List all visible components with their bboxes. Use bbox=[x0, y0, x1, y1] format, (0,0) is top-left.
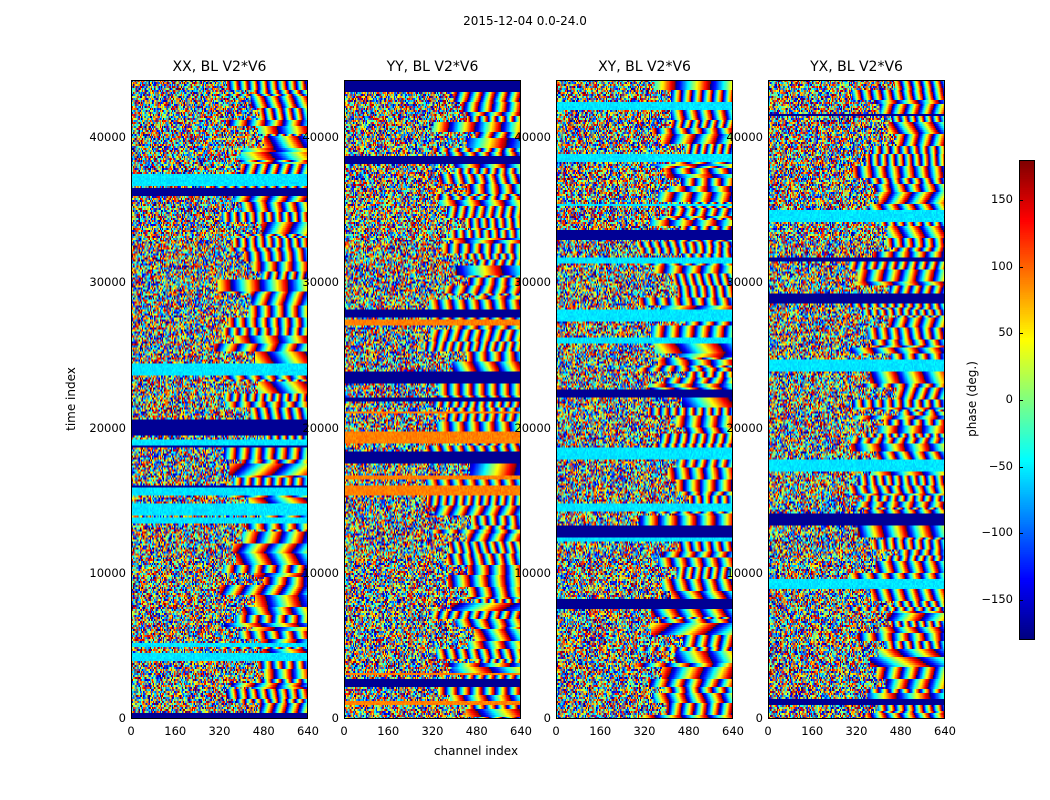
y-tick-label: 30000 bbox=[89, 275, 126, 290]
x-tick-label: 160 bbox=[589, 724, 612, 738]
x-tick-label: 640 bbox=[510, 724, 532, 738]
colorbar-tick-label: 50 bbox=[998, 325, 1013, 340]
colorbar-gradient bbox=[1019, 160, 1035, 640]
y-tick-label: 10000 bbox=[302, 565, 339, 580]
x-tick-label: 320 bbox=[633, 724, 656, 738]
y-tick-label: 40000 bbox=[726, 130, 763, 145]
colorbar-tick-label: −100 bbox=[981, 525, 1013, 540]
colorbar-tick-mark bbox=[1019, 466, 1023, 468]
y-tick-label: 20000 bbox=[514, 420, 551, 435]
y-tick-label: 20000 bbox=[302, 420, 339, 435]
panel-title-yx: YX, BL V2*V6 bbox=[810, 59, 903, 75]
colorbar-tick-mark bbox=[1019, 200, 1023, 201]
x-axis-label: channel index bbox=[433, 744, 519, 758]
y-tick-label: 0 bbox=[331, 711, 339, 725]
y-tick-label: 30000 bbox=[726, 275, 763, 290]
colorbar-tick-mark bbox=[1019, 266, 1023, 268]
x-tick-label: 640 bbox=[722, 724, 744, 738]
x-tick-label: 480 bbox=[465, 724, 488, 738]
y-tick-label: 0 bbox=[755, 711, 763, 725]
x-tick-label: 0 bbox=[127, 724, 135, 738]
heatmap-yx bbox=[768, 80, 945, 719]
x-tick-label: 0 bbox=[552, 724, 560, 738]
colorbar-tick-mark bbox=[1019, 600, 1023, 601]
colorbar-tick-label: 150 bbox=[991, 192, 1013, 206]
colorbar-tick-mark bbox=[1019, 333, 1023, 335]
y-tick-label: 40000 bbox=[302, 130, 339, 145]
colorbar-tick-label: 100 bbox=[991, 258, 1013, 273]
heatmap-yy bbox=[344, 80, 521, 719]
heatmap-xx bbox=[131, 80, 308, 719]
panel-title-xx: XX, BL V2*V6 bbox=[172, 59, 267, 75]
colorbar-tick-label: −50 bbox=[988, 458, 1013, 473]
x-tick-label: 480 bbox=[677, 724, 700, 738]
colorbar-tick-mark bbox=[1019, 400, 1023, 401]
x-tick-label: 0 bbox=[764, 724, 772, 738]
x-tick-label: 480 bbox=[889, 724, 912, 738]
x-tick-label: 640 bbox=[297, 724, 319, 738]
panel-title-xy: XY, BL V2*V6 bbox=[598, 59, 691, 75]
x-tick-label: 640 bbox=[934, 724, 956, 738]
x-tick-label: 320 bbox=[845, 724, 868, 738]
x-tick-label: 160 bbox=[801, 724, 824, 738]
y-tick-label: 0 bbox=[118, 711, 126, 725]
y-tick-label: 30000 bbox=[302, 275, 339, 290]
y-tick-label: 10000 bbox=[726, 565, 763, 580]
y-tick-label: 40000 bbox=[89, 130, 126, 145]
colorbar-label: phase (deg.) bbox=[965, 361, 979, 437]
x-tick-label: 320 bbox=[421, 724, 444, 738]
y-tick-label: 20000 bbox=[89, 420, 126, 435]
colorbar-tick-label: −150 bbox=[981, 592, 1013, 606]
x-tick-label: 0 bbox=[340, 724, 348, 738]
y-tick-label: 40000 bbox=[514, 130, 551, 145]
y-tick-label: 10000 bbox=[89, 565, 126, 580]
y-tick-label: 30000 bbox=[514, 275, 551, 290]
x-tick-label: 160 bbox=[377, 724, 400, 738]
panel-title-yy: YY, BL V2*V6 bbox=[386, 59, 479, 75]
y-tick-label: 0 bbox=[543, 711, 551, 725]
heatmap-xy bbox=[556, 80, 733, 719]
y-axis-label: time index bbox=[64, 367, 78, 431]
colorbar-tick-mark bbox=[1019, 533, 1023, 535]
x-tick-label: 160 bbox=[164, 724, 187, 738]
figure-title: 2015-12-04 0.0-24.0 bbox=[463, 14, 587, 28]
x-tick-label: 320 bbox=[208, 724, 231, 738]
colorbar-tick-label: 0 bbox=[1005, 392, 1013, 406]
y-tick-label: 20000 bbox=[726, 420, 763, 435]
x-tick-label: 480 bbox=[252, 724, 275, 738]
y-tick-label: 10000 bbox=[514, 565, 551, 580]
